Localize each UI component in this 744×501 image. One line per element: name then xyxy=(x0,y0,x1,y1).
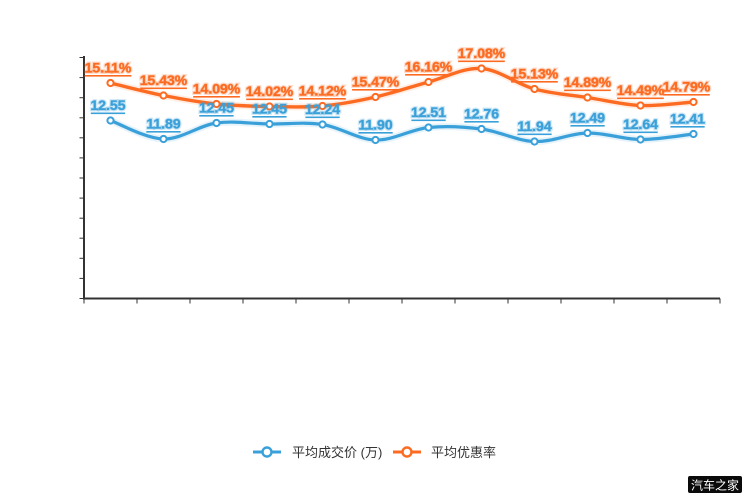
svg-text:15.43%: 15.43% xyxy=(140,72,188,88)
svg-text:12.45: 12.45 xyxy=(199,100,234,116)
svg-text:14.09%: 14.09% xyxy=(193,81,241,97)
svg-text:14.12%: 14.12% xyxy=(299,83,347,99)
svg-text:12.24: 12.24 xyxy=(305,101,340,117)
svg-text:14.49%: 14.49% xyxy=(617,82,665,98)
svg-text:14.89%: 14.89% xyxy=(564,74,612,90)
svg-text:12.41: 12.41 xyxy=(670,111,705,127)
svg-text:15.13%: 15.13% xyxy=(511,66,559,82)
svg-text:17.08%: 17.08% xyxy=(458,45,506,61)
svg-text:12.45: 12.45 xyxy=(199,100,234,116)
svg-text:12.45: 12.45 xyxy=(252,101,287,117)
svg-text:12.51: 12.51 xyxy=(411,104,446,120)
svg-text:平均优惠率: 平均优惠率 xyxy=(431,445,496,460)
svg-text:12.64: 12.64 xyxy=(623,116,658,132)
svg-text:15.11%: 15.11% xyxy=(85,60,132,76)
svg-text:12.76: 12.76 xyxy=(464,106,499,122)
svg-text:12.49: 12.49 xyxy=(570,110,605,126)
svg-text:12.45: 12.45 xyxy=(252,101,287,117)
svg-text:15.47%: 15.47% xyxy=(352,74,400,90)
svg-text:15.43%: 15.43% xyxy=(140,72,188,88)
svg-text:15.47%: 15.47% xyxy=(352,74,400,90)
svg-text:14.09%: 14.09% xyxy=(193,81,241,97)
svg-text:15.13%: 15.13% xyxy=(511,66,559,82)
svg-text:14.49%: 14.49% xyxy=(617,82,665,98)
svg-text:16.16%: 16.16% xyxy=(405,59,453,75)
svg-text:12.76: 12.76 xyxy=(464,106,499,122)
svg-text:11.90: 11.90 xyxy=(358,117,392,133)
svg-text:14.89%: 14.89% xyxy=(564,74,612,90)
svg-text:平均成交价 (万): 平均成交价 (万) xyxy=(292,445,382,460)
svg-text:11.89: 11.89 xyxy=(146,116,180,132)
svg-text:11.90: 11.90 xyxy=(358,117,392,133)
svg-text:17.08%: 17.08% xyxy=(458,45,506,61)
svg-text:15.11%: 15.11% xyxy=(85,60,132,76)
svg-text:12.24: 12.24 xyxy=(305,101,340,117)
svg-text:12.49: 12.49 xyxy=(570,110,605,126)
svg-text:12.64: 12.64 xyxy=(623,116,658,132)
svg-text:14.02%: 14.02% xyxy=(246,83,294,99)
svg-text:11.94: 11.94 xyxy=(517,118,551,134)
svg-text:12.51: 12.51 xyxy=(411,104,446,120)
svg-text:11.89: 11.89 xyxy=(146,116,180,132)
svg-text:12.55: 12.55 xyxy=(90,97,125,113)
svg-text:12.55: 12.55 xyxy=(90,97,125,113)
svg-text:11.94: 11.94 xyxy=(517,118,551,134)
svg-text:14.12%: 14.12% xyxy=(299,83,347,99)
svg-text:14.02%: 14.02% xyxy=(246,83,294,99)
svg-text:14.79%: 14.79% xyxy=(663,79,711,95)
svg-text:汽车之家: 汽车之家 xyxy=(691,478,739,493)
svg-text:16.16%: 16.16% xyxy=(405,59,453,75)
svg-text:12.41: 12.41 xyxy=(670,111,705,127)
svg-text:14.79%: 14.79% xyxy=(663,79,711,95)
